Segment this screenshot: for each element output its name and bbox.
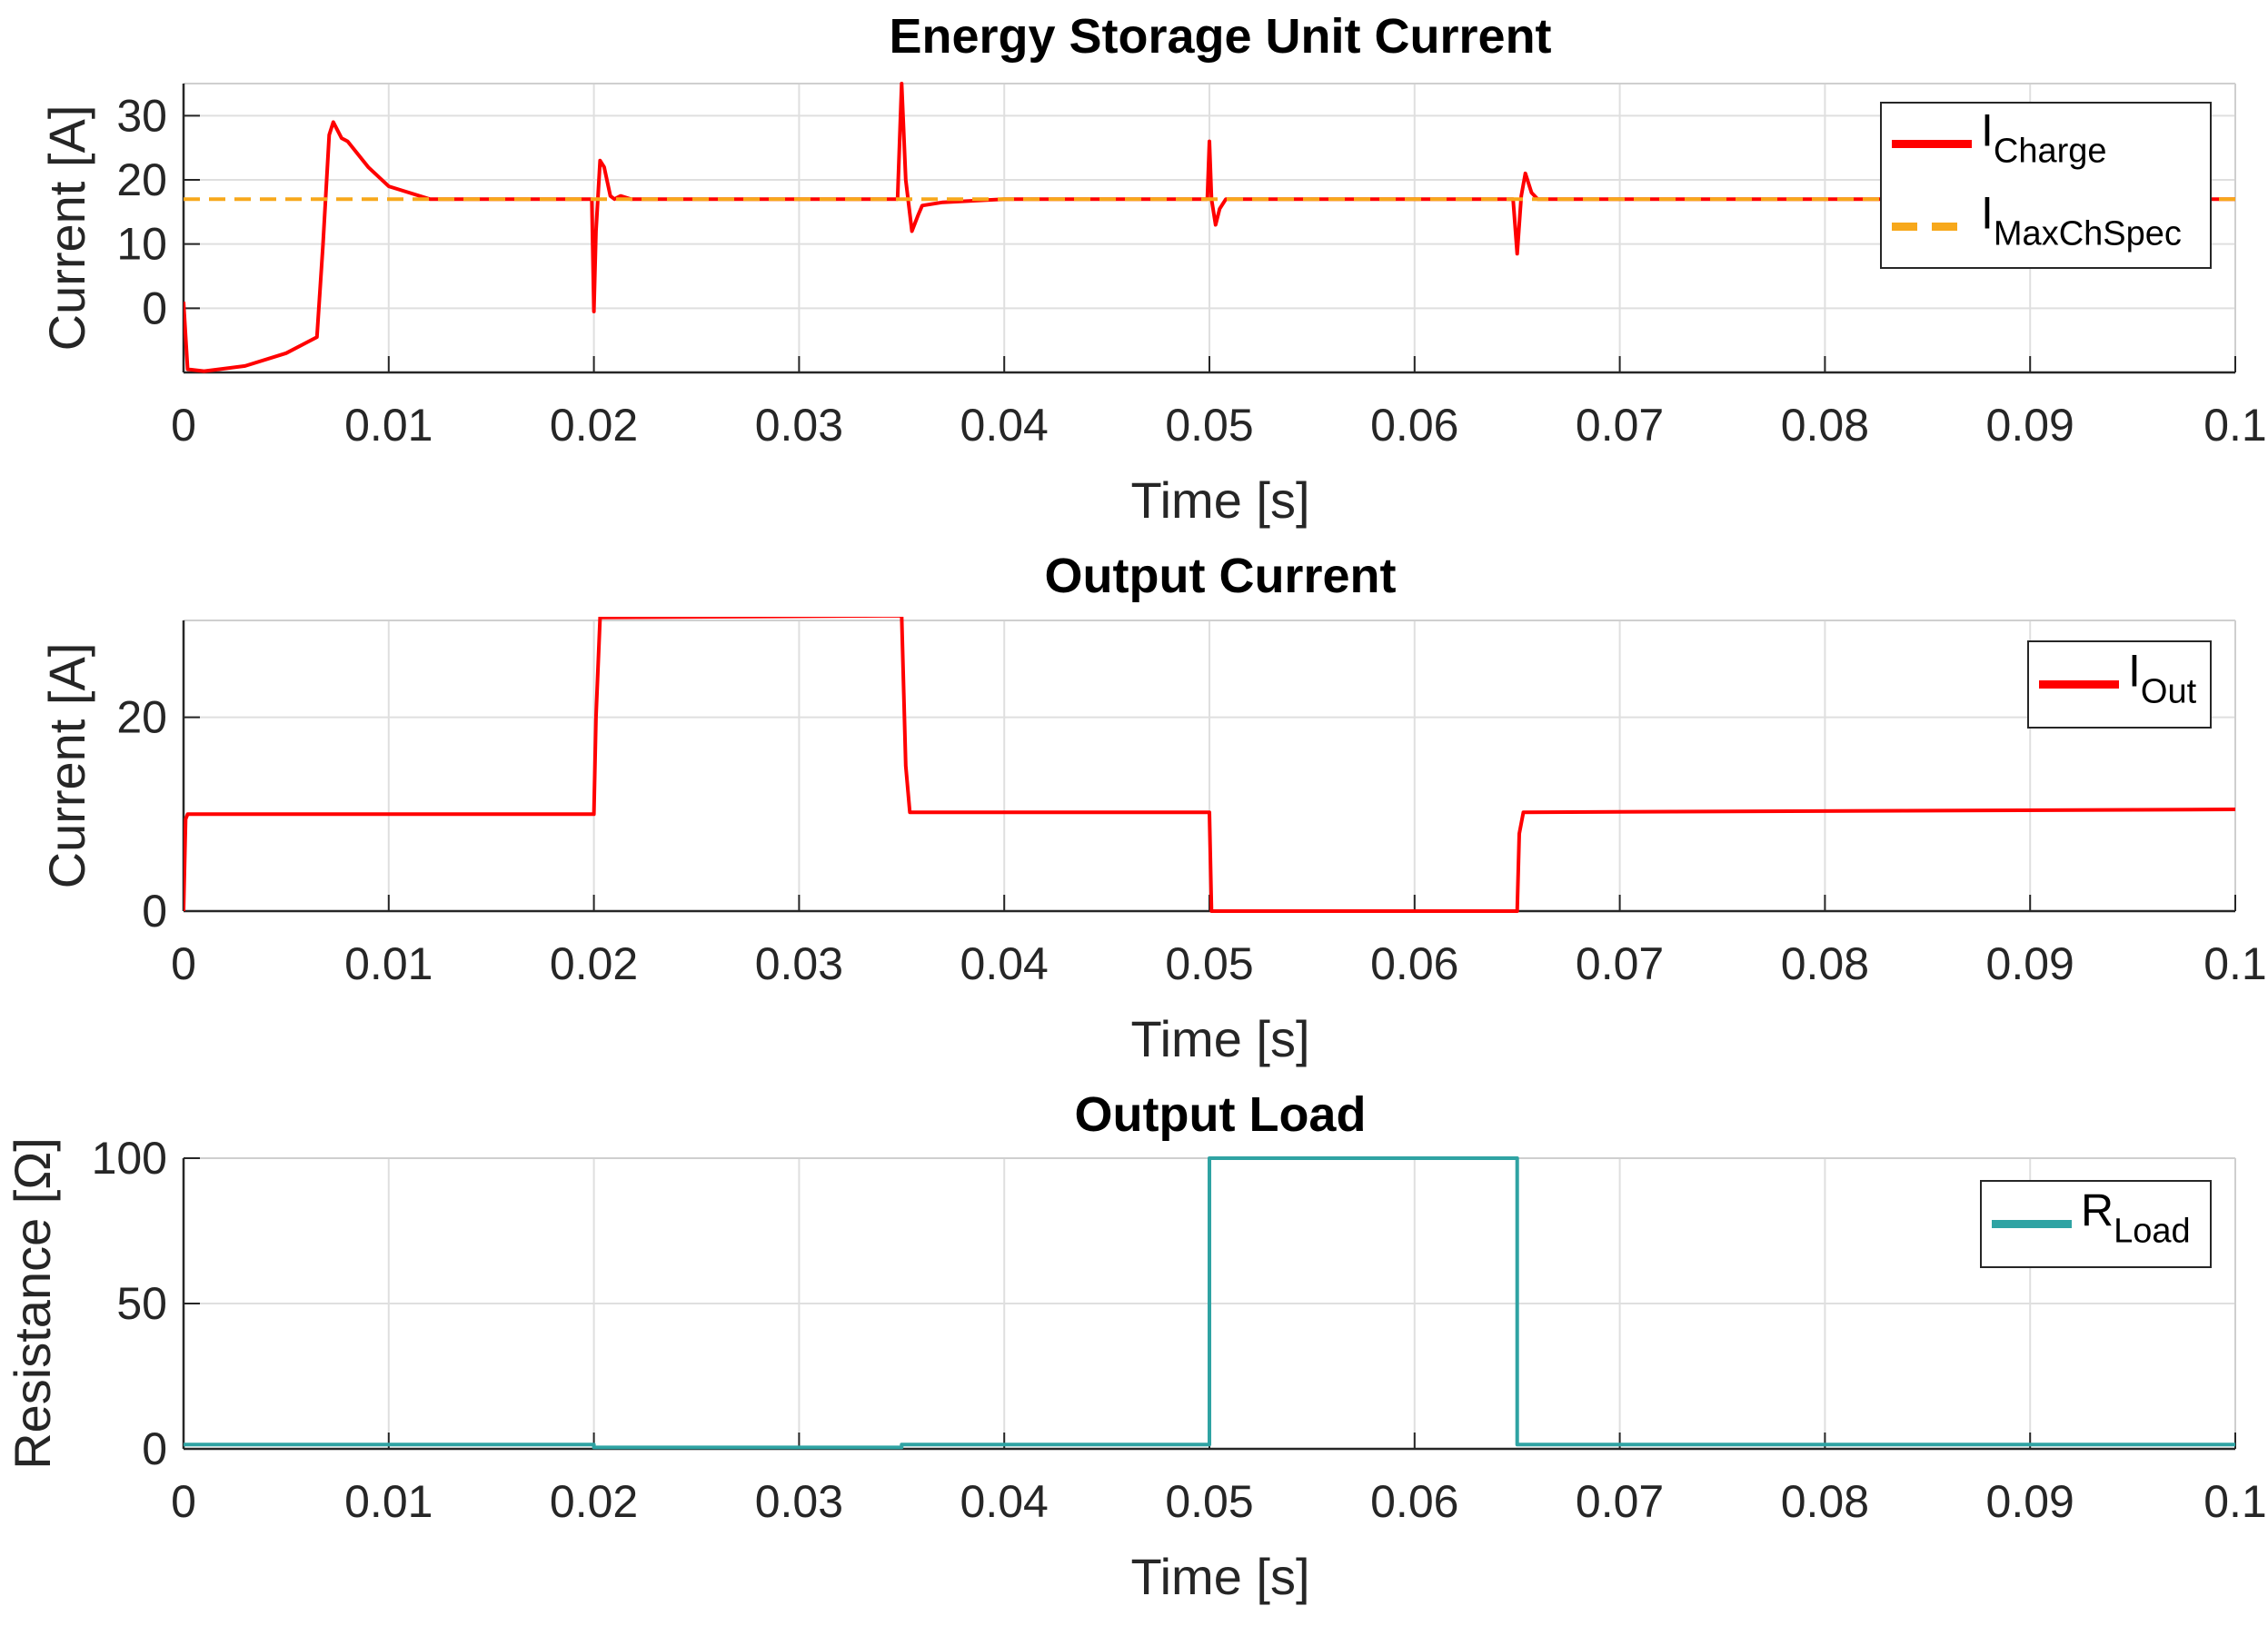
x-tick-label: 0.01 [344,938,433,989]
x-tick-label: 0.08 [1781,400,1869,451]
x-tick-label: 0.08 [1781,938,1869,989]
x-tick-label: 0 [171,938,196,989]
series-line-r-load [184,1156,2235,1450]
x-tick-label: 0.06 [1370,400,1458,451]
x-tick-label: 0.06 [1370,1476,1458,1527]
legend-entry-label: IMaxChSpec [1981,188,2182,253]
legend-label-main: I [1981,188,1994,239]
x-tick-label: 0.03 [755,400,843,451]
x-tick-label: 0.09 [1986,1476,2074,1527]
x-tick-label: 0.1 [2203,938,2267,989]
x-tick-label: 0.02 [550,1476,638,1527]
x-tick-label: 0.03 [755,1476,843,1527]
x-tick-label: 0.04 [960,938,1049,989]
x-tick-label: 0.09 [1986,938,2074,989]
y-tick-label: 20 [116,154,167,205]
x-tick-label: 0.03 [755,938,843,989]
chart-title: Energy Storage Unit Current [889,9,1551,64]
x-tick-label: 0.08 [1781,1476,1869,1527]
legend-box [1880,102,2212,269]
series-line-i-out [184,617,2235,913]
x-tick-label: 0.04 [960,1476,1049,1527]
x-axis-label: Time [s] [1130,471,1309,529]
x-tick-label: 0.05 [1165,400,1253,451]
y-tick-label: 10 [116,219,167,270]
chart-panel-2: 0 0.01 0.02 0.03 0.04 0.05 0.06 0.07 0.08 0.09 0.1… [38,549,2267,1067]
x-tick-label: 0.04 [960,400,1049,451]
legend: IOut [2027,640,2212,729]
y-tick-label: 30 [116,90,167,141]
x-tick-label: 0.07 [1576,400,1664,451]
y-tick-label: 100 [92,1133,167,1184]
x-tick-label: 0.07 [1576,1476,1664,1527]
x-tick-label: 0.1 [2203,400,2267,451]
x-axis-label: Time [s] [1130,1010,1309,1067]
legend-entry-label: RLoad [2081,1185,2191,1251]
x-tick-label: 0.07 [1576,938,1664,989]
legend-entry-label: ICharge [1981,105,2107,171]
legend-label-subscript: Load [2114,1213,2191,1251]
y-tick-label: 50 [116,1278,167,1329]
y-axis-label: Current [A] [38,643,95,889]
legend-label-subscript: Charge [1994,133,2107,171]
x-axis-label: Time [s] [1130,1548,1309,1605]
x-tick-label: 0 [171,400,196,451]
x-tick-label: 0.06 [1370,938,1458,989]
legend-label-main: I [2128,646,2141,697]
legend-label-subscript: Out [2141,673,2197,711]
chart-panel-3: 0 0.01 0.02 0.03 0.04 0.05 0.06 0.07 0.08 0.09 0.1… [4,1087,2267,1605]
legend-label-main: R [2081,1185,2114,1236]
x-tick-label: 0.01 [344,400,433,451]
y-axis-label: Resistance [Ω] [4,1137,61,1470]
y-tick-label: 0 [142,1423,167,1474]
x-tick-label: 0 [171,1476,196,1527]
x-tick-label: 0.1 [2203,1476,2267,1527]
x-tick-label: 0.05 [1165,1476,1253,1527]
chart-panel-1: 0 0.01 0.02 0.03 0.04 0.05 0.06 0.07 0.08 0.09 0.1… [38,9,2267,529]
y-tick-label: 0 [142,283,167,333]
legend: RLoad [1980,1180,2212,1268]
chart-title: Output Current [1045,549,1397,603]
x-tick-label: 0.02 [550,400,638,451]
legend-label-main: I [1981,105,1994,156]
x-tick-label: 0.09 [1986,400,2074,451]
legend-entry-label: IOut [2128,646,2197,711]
y-axis-label: Current [A] [38,105,95,352]
x-tick-label: 0.02 [550,938,638,989]
y-tick-label: 0 [142,886,167,937]
y-tick-label: 20 [116,692,167,743]
x-tick-label: 0.01 [344,1476,433,1527]
chart-title: Output Load [1075,1087,1367,1142]
x-tick-label: 0.05 [1165,938,1253,989]
legend-label-subscript: MaxChSpec [1994,215,2182,253]
